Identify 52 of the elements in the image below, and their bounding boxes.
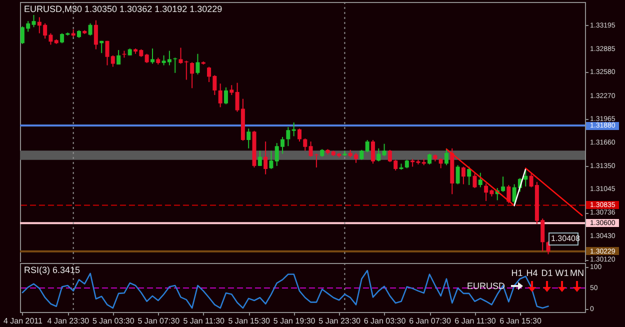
candlestick [196,53,200,75]
candlestick [292,122,296,137]
candlestick [438,158,443,169]
candlestick [428,153,432,165]
candlestick [224,86,228,105]
candlestick [382,143,386,157]
x-tick-label: 5 Jan 15:30 [228,316,271,326]
x-tick-label: 5 Jan 03:30 [92,316,135,326]
chart-title: EURUSD,M30 1.30350 1.30362 1.30192 1.30229 [24,4,222,14]
candlestick [444,148,448,166]
annotation: D1 [541,268,553,278]
candlestick [32,14,36,28]
annotation: H1 [511,268,523,278]
x-tick-label: 5 Jan 19:30 [273,316,316,326]
candlestick [230,84,234,96]
candlestick [365,140,370,153]
chart-title: RSI(3) 6.3415 [24,265,80,275]
candlestick [258,150,262,166]
x-tick-label: 6 Jan 15:30 [500,316,542,326]
x-tick-label: 6 Jan 03:30 [364,316,406,326]
candlestick [303,138,308,152]
x-tick-label: 4 Jan 2011 [3,316,43,326]
candlestick [94,20,98,50]
x-tick-label: 5 Jan 07:30 [138,316,180,326]
candlestick [370,140,375,164]
candlestick [461,166,466,185]
candlestick [472,173,477,189]
x-tick-label: 4 Jan 23:30 [47,316,90,326]
candlestick [467,166,472,186]
candlestick [376,148,381,162]
candlestick [116,50,121,66]
x-tick-label: 6 Jan 11:30 [454,316,496,326]
annotation: W1 [555,268,569,278]
candlestick [264,141,268,175]
candlestick [456,164,460,185]
x-tick-label: 5 Jan 23:30 [318,316,362,326]
candlestick [218,83,222,108]
candlestick [269,150,274,170]
candlestick [150,48,154,64]
x-tick-label: 5 Jan 11:30 [183,316,226,326]
candlestick [246,128,251,149]
candlestick [506,184,511,204]
candlestick [286,126,290,147]
candlestick [88,22,92,36]
candlestick [190,62,194,89]
candlestick [144,53,149,64]
annotation: MN [570,268,584,278]
annotation: H4 [526,268,538,278]
x-tick-label: 6 Jan 07:30 [409,316,452,326]
candlestick [478,172,482,188]
candlestick [360,149,364,160]
candlestick [297,128,302,142]
